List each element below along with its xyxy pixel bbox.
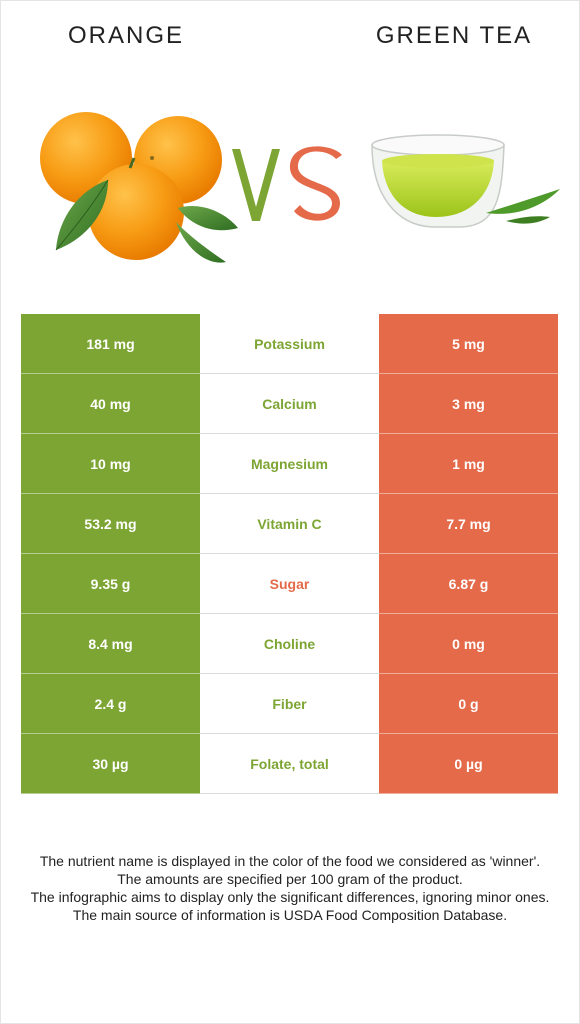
orange-value: 8.4 mg xyxy=(21,614,200,674)
nutrient-name: Magnesium xyxy=(200,434,379,494)
table-row: 8.4 mg Choline 0 mg xyxy=(21,614,558,674)
left-food-title: ORANGE xyxy=(67,22,184,49)
footer-note-amounts: The amounts are specified per 100 gram o… xyxy=(117,871,463,887)
green-tea-value: 1 mg xyxy=(379,434,558,494)
nutrient-name: Potassium xyxy=(200,314,379,374)
right-food-title: GREEN TEA xyxy=(375,22,533,49)
orange-value: 181 mg xyxy=(21,314,200,374)
table-row: 30 µg Folate, total 0 µg xyxy=(21,734,558,794)
footer-note-source: The main source of information is USDA F… xyxy=(72,907,508,923)
footer-notes: The nutrient name is displayed in the co… xyxy=(30,852,550,924)
green-tea-value: 0 g xyxy=(379,674,558,734)
vs-icon xyxy=(232,146,342,221)
green-tea-value: 0 mg xyxy=(379,614,558,674)
table-row: 181 mg Potassium 5 mg xyxy=(21,314,558,374)
orange-value: 2.4 g xyxy=(21,674,200,734)
footer-note-winner: The nutrient name is displayed in the co… xyxy=(39,853,541,869)
green-tea-value: 0 µg xyxy=(379,734,558,794)
table-row: 9.35 g Sugar 6.87 g xyxy=(21,554,558,614)
nutrient-name: Vitamin C xyxy=(200,494,379,554)
green-tea-value: 7.7 mg xyxy=(379,494,558,554)
footer-note-aim: The infographic aims to display only the… xyxy=(30,889,550,905)
nutrient-name: Folate, total xyxy=(200,734,379,794)
nutrient-name: Choline xyxy=(200,614,379,674)
orange-value: 53.2 mg xyxy=(21,494,200,554)
green-tea-value: 3 mg xyxy=(379,374,558,434)
green-tea-value: 6.87 g xyxy=(379,554,558,614)
nutrient-comparison-table: 181 mg Potassium 5 mg 40 mg Calcium 3 mg 10 mg… xyxy=(21,314,558,794)
table-row: 10 mg Magnesium 1 mg xyxy=(21,434,558,494)
table-row: 40 mg Calcium 3 mg xyxy=(21,374,558,434)
nutrient-name: Calcium xyxy=(200,374,379,434)
table-row: 53.2 mg Vitamin C 7.7 mg xyxy=(21,494,558,554)
orange-fruit-icon xyxy=(40,112,238,263)
green-tea-cup-icon xyxy=(371,134,560,228)
orange-value: 40 mg xyxy=(21,374,200,434)
green-tea-value: 5 mg xyxy=(379,314,558,374)
nutrient-name: Sugar xyxy=(200,554,379,614)
orange-value: 9.35 g xyxy=(21,554,200,614)
orange-value: 30 µg xyxy=(21,734,200,794)
orange-value: 10 mg xyxy=(21,434,200,494)
nutrient-name: Fiber xyxy=(200,674,379,734)
table-row: 2.4 g Fiber 0 g xyxy=(21,674,558,734)
